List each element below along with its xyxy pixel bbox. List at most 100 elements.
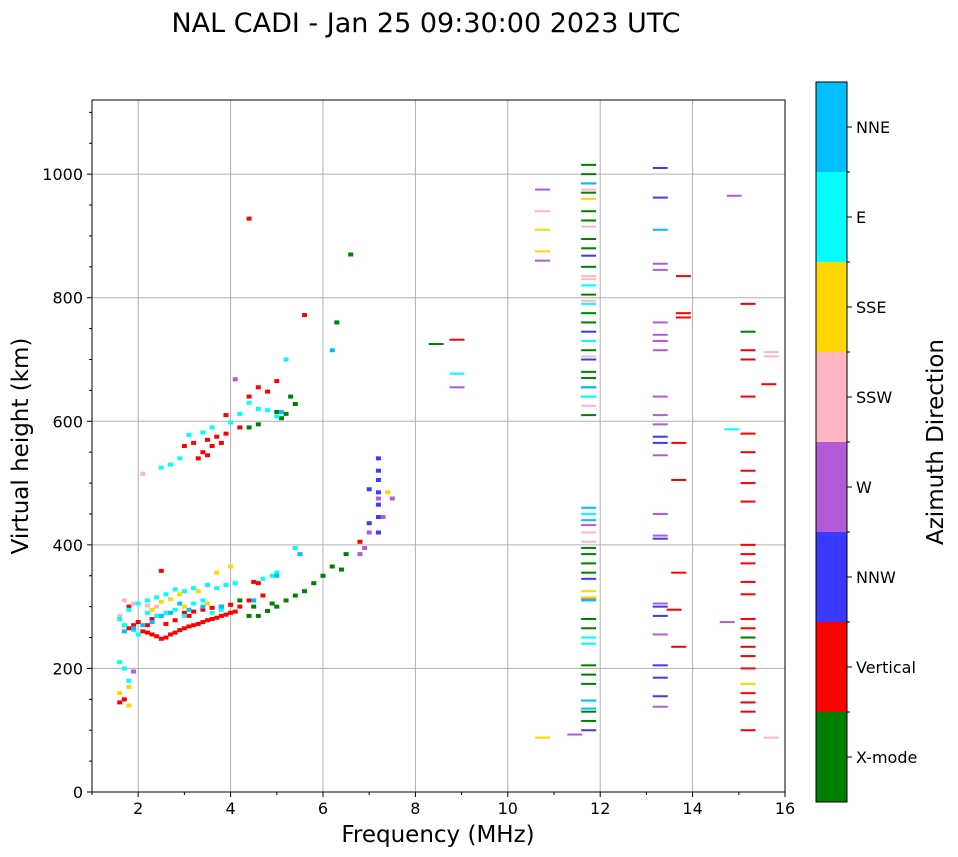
colorbar-tick-label: X-mode [856,748,917,767]
data-point [581,278,597,281]
data-point [652,333,668,336]
data-point [214,434,220,439]
data-point [149,632,155,637]
data-point [121,623,127,628]
data-point [302,589,308,594]
data-point [740,349,756,352]
data-point [740,330,756,333]
series-nne [121,182,668,710]
data-point [671,645,687,648]
data-point [246,598,252,603]
data-point [581,321,597,324]
data-point [149,620,155,625]
colorbar-segment [816,622,847,712]
data-point [168,632,174,637]
data-point [652,339,668,342]
data-point [740,562,756,565]
data-point [740,636,756,639]
data-point [581,598,597,601]
colorbar-segment [816,712,847,802]
data-point [181,626,187,631]
data-point [163,592,169,597]
data-point [675,316,691,319]
data-point [652,414,668,417]
data-point [186,613,192,618]
data-point [740,627,756,630]
data-point [283,357,289,362]
data-point [126,678,132,683]
data-point [269,573,275,578]
data-point [581,673,597,676]
data-point [763,351,779,354]
data-point [168,462,174,467]
data-point [581,571,597,574]
data-point [652,512,668,515]
data-point [534,259,550,262]
data-point [534,228,550,231]
data-point [237,598,243,603]
data-point [292,401,298,406]
colorbar-tick-label: SSW [856,388,892,407]
data-point [652,534,668,537]
data-point [581,254,597,257]
data-point [581,590,597,593]
data-point [375,477,381,482]
y-axis-label: Virtual height (km) [8,338,34,555]
data-point [218,440,224,445]
data-point [274,414,280,419]
data-point [218,607,224,612]
data-point [740,482,756,485]
data-point [172,618,178,623]
grid [92,100,786,793]
data-point [581,596,597,599]
y-tick-label: 1000 [42,165,83,184]
series-nnw [366,166,668,732]
data-point [581,197,597,200]
data-point [260,593,266,598]
data-point [214,615,220,620]
data-point [375,530,381,535]
data-point [581,293,597,296]
data-point [168,610,174,615]
data-point [209,425,215,430]
data-point [581,377,597,380]
data-point [581,414,597,417]
data-point [292,545,298,550]
data-point [375,490,381,495]
data-point [278,416,284,421]
data-point [131,669,137,674]
data-point [126,626,132,631]
x-tick-label: 14 [682,799,702,818]
data-point [121,697,127,702]
data-point [126,684,132,689]
data-point [366,530,372,535]
data-point [740,618,756,620]
data-point [140,629,146,634]
data-point [200,430,206,435]
data-point [117,613,123,618]
data-point [297,552,303,557]
data-point [581,339,597,342]
data-point [581,577,597,580]
data-point [260,576,266,581]
data-point [652,705,668,708]
series-vertical [117,216,777,732]
data-point [158,568,164,573]
data-point [581,540,597,543]
data-point [246,425,252,430]
colorbar-label: Azimuth Direction [923,339,949,545]
data-point [144,603,150,608]
data-point [652,676,668,679]
data-point [761,383,777,386]
data-point [117,660,123,665]
colorbar-frame [815,81,848,803]
data-point [181,613,187,618]
data-point [181,444,187,448]
data-point [158,465,164,470]
data-point [200,604,206,609]
data-point [218,604,224,609]
data-point [449,372,465,375]
data-point [581,395,597,398]
data-point [740,667,756,670]
data-point [581,188,597,191]
